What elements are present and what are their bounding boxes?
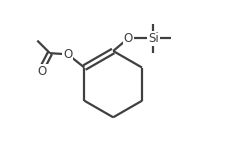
Text: O: O [37,65,47,78]
Text: O: O [124,32,133,45]
Text: Si: Si [148,32,159,45]
Text: O: O [63,48,73,61]
